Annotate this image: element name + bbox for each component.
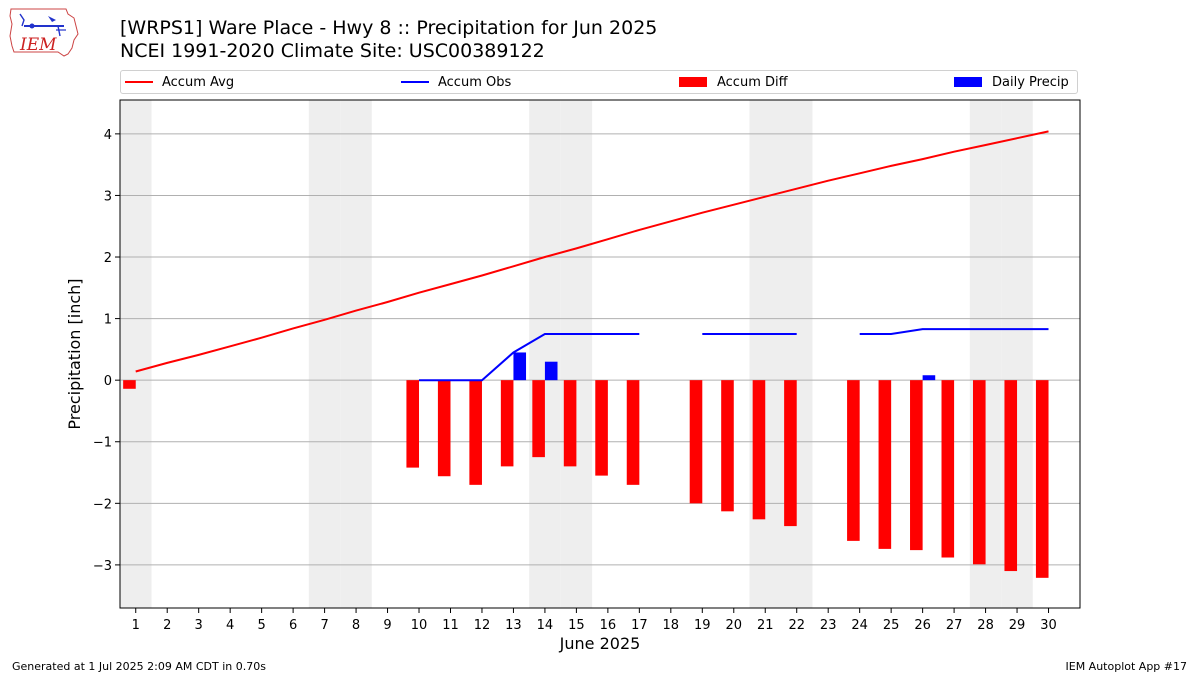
legend-swatch-accum-avg	[125, 80, 153, 83]
x-tick-label: 4	[226, 618, 234, 633]
x-tick-label: 6	[289, 618, 297, 633]
iem-logo: IEM	[8, 6, 80, 58]
x-tick-label: 16	[600, 618, 617, 633]
legend-label-daily-precip: Daily Precip	[992, 75, 1069, 90]
weekend-shade	[120, 100, 152, 608]
x-tick-label: 2	[163, 618, 171, 633]
accum-diff-bar	[563, 380, 577, 467]
legend-swatch-accum-obs	[401, 80, 429, 83]
accum-diff-bar	[878, 380, 892, 549]
accum-avg-line	[135, 130, 1049, 373]
footer-app-text: IEM Autoplot App #17	[1065, 660, 1188, 673]
x-tick-label: 29	[1009, 618, 1026, 633]
chart-legend: Accum Avg Accum Obs Accum Diff Daily Pre…	[120, 70, 1078, 94]
x-tick-label: 25	[883, 618, 900, 633]
accum-diff-bar	[500, 380, 514, 467]
x-tick-label: 17	[631, 618, 648, 633]
weekend-shade	[749, 100, 781, 608]
daily-precip-bar	[922, 375, 936, 381]
chart-title: [WRPS1] Ware Place - Hwy 8 :: Precipitat…	[120, 17, 658, 39]
x-tick-label: 1	[132, 618, 140, 633]
accum-diff-bar	[721, 380, 734, 512]
legend-swatch-daily-precip	[954, 76, 982, 87]
legend-item-accum-obs: Accum Obs	[401, 74, 511, 92]
y-tick-label: −2	[93, 497, 112, 512]
accum-diff-bar	[689, 380, 703, 504]
accum-diff-bar	[910, 380, 923, 551]
x-tick-label: 26	[914, 618, 931, 633]
x-tick-label: 10	[411, 618, 428, 633]
x-tick-label: 22	[788, 618, 805, 633]
accum-diff-bar	[532, 380, 545, 458]
x-tick-label: 8	[352, 618, 360, 633]
accum-diff-bar	[972, 380, 986, 565]
accum-diff-bar	[1004, 380, 1018, 572]
accum-diff-bar	[752, 380, 766, 520]
y-tick-label: 1	[104, 313, 112, 328]
legend-item-accum-diff: Accum Diff	[679, 74, 788, 92]
x-tick-label: 15	[568, 618, 585, 633]
accum-obs-line	[419, 333, 640, 382]
y-tick-label: 3	[104, 189, 112, 204]
x-tick-label: 23	[820, 618, 837, 633]
accum-diff-bar	[784, 380, 797, 527]
x-tick-label: 14	[537, 618, 554, 633]
chart-subtitle: NCEI 1991-2020 Climate Site: USC00389122	[120, 40, 545, 62]
x-tick-label: 12	[474, 618, 491, 633]
accum-diff-bar	[1035, 380, 1049, 578]
accum-diff-bar	[847, 380, 860, 541]
weekend-shade	[529, 100, 561, 608]
weekend-shade	[308, 100, 341, 608]
accum-diff-bar	[595, 380, 608, 476]
legend-label-accum-avg: Accum Avg	[162, 75, 235, 90]
accum-obs-line	[859, 328, 1049, 335]
x-tick-label: 13	[505, 618, 522, 633]
x-tick-label: 30	[1040, 618, 1057, 633]
x-tick-label: 28	[977, 618, 994, 633]
x-tick-label: 27	[946, 618, 963, 633]
y-tick-label: −1	[93, 436, 112, 451]
x-tick-label: 18	[663, 618, 680, 633]
x-axis-label: June 2025	[559, 634, 641, 653]
x-tick-label: 3	[195, 618, 203, 633]
legend-item-accum-avg: Accum Avg	[125, 74, 234, 92]
x-tick-label: 21	[757, 618, 774, 633]
legend-label-accum-diff: Accum Diff	[717, 75, 788, 90]
accum-diff-bar	[437, 380, 451, 477]
y-tick-label: 4	[104, 128, 112, 143]
x-tick-label: 24	[851, 618, 868, 633]
weekend-shade	[780, 100, 813, 608]
legend-label-accum-obs: Accum Obs	[438, 75, 512, 90]
x-tick-label: 20	[725, 618, 742, 633]
daily-precip-bar	[513, 352, 527, 381]
x-tick-label: 7	[320, 618, 328, 633]
svg-text:IEM: IEM	[19, 35, 57, 55]
y-tick-label: 0	[104, 374, 112, 389]
weekend-shade	[340, 100, 372, 608]
accum-diff-bar	[406, 380, 420, 468]
accum-diff-bar	[469, 380, 482, 485]
x-tick-label: 9	[383, 618, 391, 633]
daily-precip-bar	[544, 361, 558, 381]
x-tick-label: 19	[694, 618, 711, 633]
y-axis-label: Precipitation [inch]	[65, 278, 84, 429]
accum-diff-bar	[123, 380, 136, 389]
accum-diff-bar	[941, 380, 955, 558]
x-tick-label: 5	[257, 618, 265, 633]
legend-item-daily-precip: Daily Precip	[954, 74, 1069, 92]
plot-frame	[119, 99, 1081, 609]
weekend-shade	[560, 100, 593, 608]
y-tick-label: −3	[93, 559, 112, 574]
footer-generated-text: Generated at 1 Jul 2025 2:09 AM CDT in 0…	[12, 660, 266, 673]
y-tick-label: 2	[104, 251, 112, 266]
legend-swatch-accum-diff	[679, 76, 707, 87]
x-tick-label: 11	[442, 618, 459, 633]
accum-diff-bar	[626, 380, 640, 485]
